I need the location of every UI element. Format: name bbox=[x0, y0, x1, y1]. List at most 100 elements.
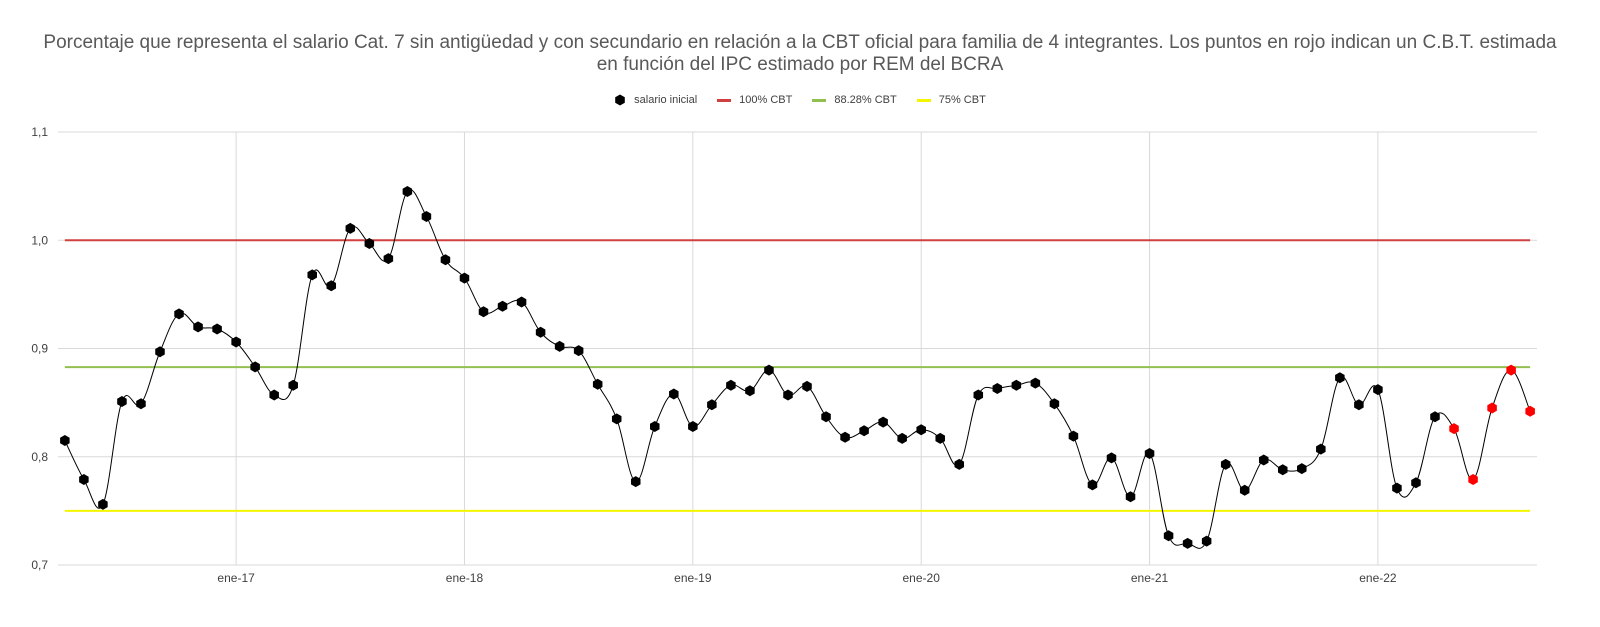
legend-item-8828: 88.28% CBT bbox=[812, 94, 897, 106]
y-tick-label: 1,1 bbox=[31, 125, 48, 139]
data-point bbox=[1335, 372, 1345, 384]
y-tick-label: 0,7 bbox=[31, 558, 48, 572]
x-tick-label: ene-22 bbox=[1359, 571, 1397, 585]
data-point-estimated bbox=[1468, 473, 1478, 485]
x-tick-label: ene-19 bbox=[674, 571, 712, 585]
data-point bbox=[155, 346, 165, 358]
data-point bbox=[212, 323, 222, 335]
data-point bbox=[98, 498, 108, 510]
legend-label: 100% CBT bbox=[739, 94, 793, 106]
data-point bbox=[516, 296, 527, 308]
data-point bbox=[326, 280, 337, 292]
data-point bbox=[688, 420, 698, 432]
data-point bbox=[174, 308, 184, 320]
data-point bbox=[1068, 430, 1079, 442]
data-point bbox=[1316, 443, 1326, 455]
data-point bbox=[1030, 377, 1041, 389]
data-point bbox=[878, 416, 888, 428]
line-swatch-icon bbox=[812, 98, 827, 102]
data-point-estimated bbox=[1525, 405, 1535, 417]
data-point bbox=[459, 272, 470, 284]
chart-title: Porcentaje que representa el salario Cat… bbox=[43, 32, 1557, 75]
series-line bbox=[64, 189, 1531, 549]
data-point bbox=[383, 253, 394, 265]
data-point bbox=[231, 336, 241, 348]
data-point bbox=[630, 476, 641, 488]
data-point bbox=[193, 321, 203, 333]
line-swatch-icon bbox=[717, 98, 732, 102]
data-point bbox=[650, 420, 660, 432]
data-point bbox=[592, 378, 603, 390]
data-point bbox=[1125, 491, 1136, 503]
data-point bbox=[554, 340, 565, 352]
data-point bbox=[783, 389, 793, 401]
data-point bbox=[669, 388, 679, 400]
line-swatch-icon bbox=[916, 98, 931, 102]
chart-legend: salario inicial 100% CBT 88.28% CBT 75% … bbox=[0, 94, 1600, 106]
x-tick-label: ene-21 bbox=[1131, 571, 1169, 585]
data-point bbox=[79, 473, 89, 485]
data-point bbox=[478, 306, 489, 318]
legend-label: 88.28% CBT bbox=[834, 94, 897, 106]
data-point bbox=[726, 379, 736, 391]
data-point bbox=[269, 389, 279, 401]
data-point bbox=[1258, 454, 1269, 466]
data-point bbox=[288, 379, 298, 391]
data-point bbox=[745, 385, 755, 397]
data-point bbox=[897, 432, 907, 444]
data-point-estimated bbox=[1487, 402, 1497, 414]
data-point bbox=[840, 431, 850, 443]
data-point bbox=[345, 222, 356, 234]
data-point bbox=[117, 396, 127, 408]
data-point bbox=[764, 364, 774, 376]
y-tick-label: 1,0 bbox=[31, 233, 48, 247]
data-point bbox=[1049, 398, 1060, 410]
data-point-estimated bbox=[1506, 364, 1516, 376]
data-point bbox=[954, 458, 965, 470]
data-point bbox=[935, 432, 945, 444]
data-point bbox=[307, 269, 317, 281]
data-point bbox=[364, 238, 375, 249]
legend-item-salario: salario inicial bbox=[614, 94, 697, 106]
data-point bbox=[707, 399, 717, 411]
data-point bbox=[821, 411, 831, 423]
legend-label: salario inicial bbox=[634, 94, 698, 106]
data-point bbox=[440, 254, 451, 266]
data-point bbox=[573, 345, 584, 357]
data-point bbox=[1182, 537, 1193, 549]
data-point bbox=[1278, 464, 1288, 476]
x-tick-label: ene-18 bbox=[446, 571, 484, 585]
data-point bbox=[250, 361, 260, 373]
data-point bbox=[1011, 379, 1022, 391]
legend-item-75: 75% CBT bbox=[916, 94, 986, 106]
data-point bbox=[1239, 484, 1250, 496]
legend-label: 75% CBT bbox=[938, 94, 986, 106]
data-point bbox=[535, 326, 546, 338]
x-tick-label: ene-20 bbox=[903, 571, 941, 585]
data-point bbox=[1087, 479, 1098, 491]
data-point-estimated bbox=[1449, 423, 1459, 435]
data-point bbox=[859, 425, 869, 437]
data-point bbox=[992, 383, 1003, 395]
y-tick-label: 0,9 bbox=[31, 342, 48, 356]
data-point bbox=[60, 435, 70, 447]
data-point bbox=[1430, 411, 1440, 423]
data-point bbox=[973, 389, 984, 401]
data-point bbox=[1354, 399, 1364, 411]
data-point bbox=[611, 413, 622, 425]
data-point bbox=[136, 398, 146, 410]
data-point bbox=[1163, 530, 1174, 542]
data-point bbox=[802, 380, 812, 392]
data-point bbox=[1201, 535, 1212, 547]
data-point bbox=[497, 300, 508, 312]
data-point bbox=[402, 186, 413, 198]
data-point bbox=[1220, 458, 1231, 470]
data-point bbox=[1392, 482, 1402, 494]
data-point bbox=[1297, 463, 1307, 475]
data-point bbox=[1144, 448, 1155, 459]
data-point bbox=[1373, 384, 1383, 396]
data-point bbox=[916, 424, 926, 436]
y-tick-label: 0,8 bbox=[31, 450, 48, 464]
data-point bbox=[1106, 452, 1117, 464]
